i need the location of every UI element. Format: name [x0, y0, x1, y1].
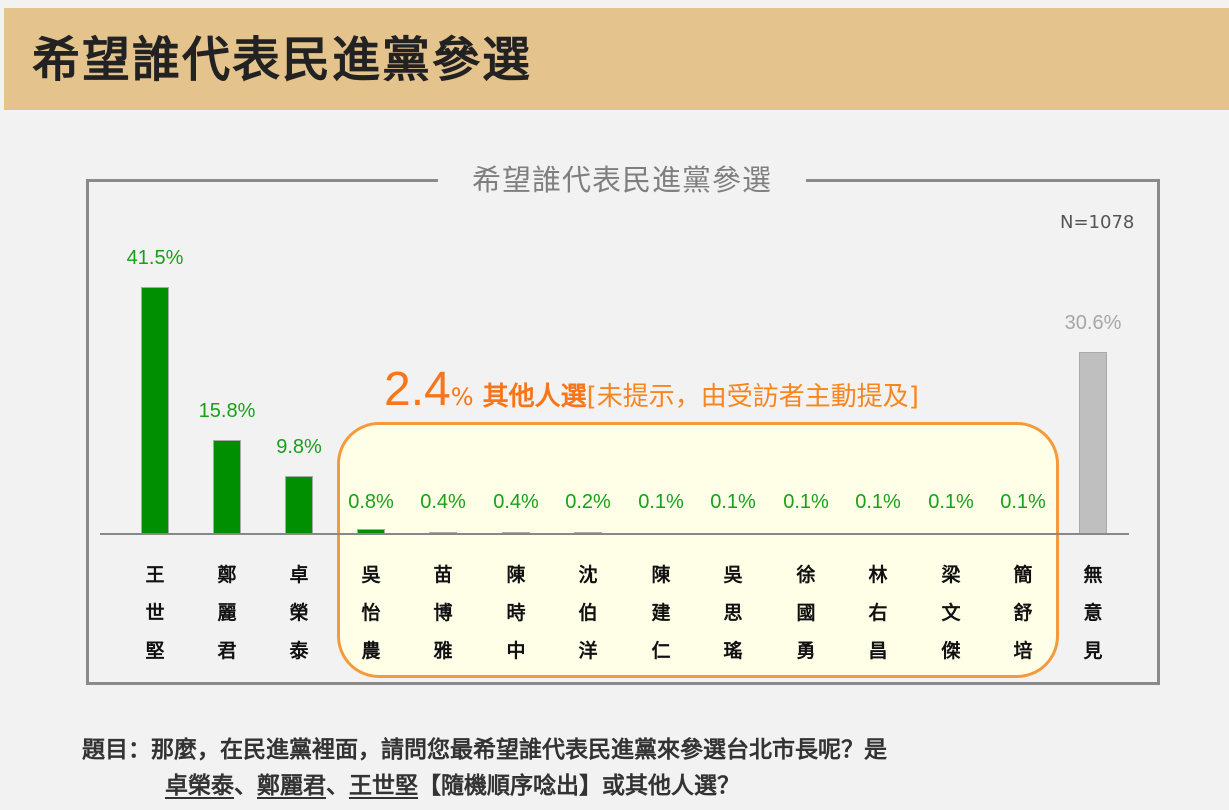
others-callout: 2.4% 其他人選[未提示，由受訪者主動提及]: [384, 360, 919, 430]
value-label: 0.1%: [855, 491, 901, 513]
category-label-char: 卓: [289, 564, 309, 586]
bar: [285, 475, 313, 534]
value-label: 0.2%: [565, 491, 611, 513]
category-label-char: 國: [796, 602, 816, 624]
bar: [1079, 351, 1107, 534]
category-label-char: 堅: [145, 640, 165, 662]
category-label-char: 文: [941, 602, 961, 624]
category-label-char: 建: [651, 602, 671, 624]
header-band: 希望誰代表民進黨參選: [4, 8, 1229, 110]
others-note: [未提示，由受訪者主動提及]: [586, 382, 919, 412]
bar: [213, 439, 241, 534]
category-label-char: 昌: [868, 640, 888, 662]
category-label-char: 王: [145, 564, 165, 586]
category-label-char: 吳: [361, 564, 381, 586]
value-label: 0.1%: [928, 491, 974, 513]
value-label: 41.5%: [126, 247, 184, 270]
category-label-char: 培: [1013, 640, 1033, 662]
x-axis-baseline: [100, 533, 1129, 535]
category-label-char: 梁: [941, 564, 961, 586]
frame-top-border-right: [806, 179, 1160, 182]
value-label: 0.1%: [638, 491, 684, 513]
question-part: 、: [234, 773, 257, 799]
category-label-char: 徐: [796, 564, 816, 586]
bar: [357, 529, 385, 534]
bar: [141, 287, 169, 534]
category-label-char: 世: [145, 602, 165, 624]
value-label: 0.8%: [348, 491, 394, 513]
category-label-char: 沈: [578, 564, 598, 586]
question-part: 鄭麗君: [257, 773, 326, 799]
chart-title: 希望誰代表民進黨參選: [471, 163, 772, 197]
question-part: 、: [326, 773, 349, 799]
category-label-char: 無: [1083, 564, 1103, 586]
category-label-char: 陳: [651, 564, 671, 586]
category-label-char: 農: [361, 640, 381, 662]
survey-question: 題目：那麼，在民進黨裡面，請問您最希望誰代表民進黨來參選台北市長呢？是 卓榮泰、…: [82, 732, 887, 804]
others-group-box: [337, 422, 1059, 678]
category-label-char: 中: [506, 640, 526, 662]
question-line-1: 題目：那麼，在民進黨裡面，請問您最希望誰代表民進黨來參選台北市長呢？是: [82, 737, 887, 763]
category-label-char: 吳: [723, 564, 743, 586]
category-label-char: 榮: [289, 602, 309, 624]
category-label-char: 見: [1083, 640, 1103, 662]
category-label-char: 泰: [289, 640, 309, 662]
category-label-char: 怡: [361, 602, 381, 624]
category-label-char: 勇: [796, 640, 816, 662]
category-label-char: 博: [433, 602, 453, 624]
question-line-2: 卓榮泰、鄭麗君、王世堅【隨機順序唸出】或其他人選？: [82, 768, 887, 804]
category-label-char: 意: [1083, 602, 1103, 624]
value-label: 9.8%: [276, 435, 322, 458]
category-label-char: 思: [723, 602, 743, 624]
category-label-char: 苗: [433, 564, 453, 586]
value-label: 0.4%: [420, 491, 466, 513]
value-label: 0.1%: [783, 491, 829, 513]
category-label-char: 陳: [506, 564, 526, 586]
question-part: 【隨機順序唸出】或其他人選？: [418, 773, 740, 799]
category-label-char: 右: [868, 602, 888, 624]
sample-size-label: N=1078: [1060, 212, 1135, 233]
category-label-char: 瑤: [723, 640, 743, 662]
value-label: 0.1%: [710, 491, 756, 513]
category-label-char: 雅: [433, 640, 453, 662]
category-label-char: 傑: [941, 640, 961, 662]
category-label-char: 鄭: [217, 564, 237, 586]
question-part: 卓榮泰: [165, 773, 234, 799]
category-label-char: 舒: [1013, 602, 1033, 624]
category-label-char: 簡: [1013, 564, 1033, 586]
chart-frame: [86, 179, 1160, 685]
value-label: 15.8%: [198, 399, 256, 422]
frame-top-border-left: [86, 179, 438, 182]
category-label-char: 洋: [578, 640, 598, 662]
others-total-value: 2.4: [384, 363, 451, 416]
value-label: 0.4%: [493, 491, 539, 513]
question-part: 王世堅: [349, 773, 418, 799]
category-label-char: 仁: [651, 640, 671, 662]
category-label-char: 麗: [217, 602, 237, 624]
value-label: 0.1%: [1000, 491, 1046, 513]
others-label: 其他人選: [473, 382, 587, 412]
category-label-char: 時: [506, 602, 526, 624]
value-label: 30.6%: [1064, 311, 1122, 334]
page-title: 希望誰代表民進黨參選: [32, 32, 533, 88]
others-percent-sign: %: [450, 383, 474, 411]
category-label-char: 伯: [578, 602, 598, 624]
category-label-char: 君: [217, 640, 237, 662]
category-label-char: 林: [868, 564, 888, 586]
